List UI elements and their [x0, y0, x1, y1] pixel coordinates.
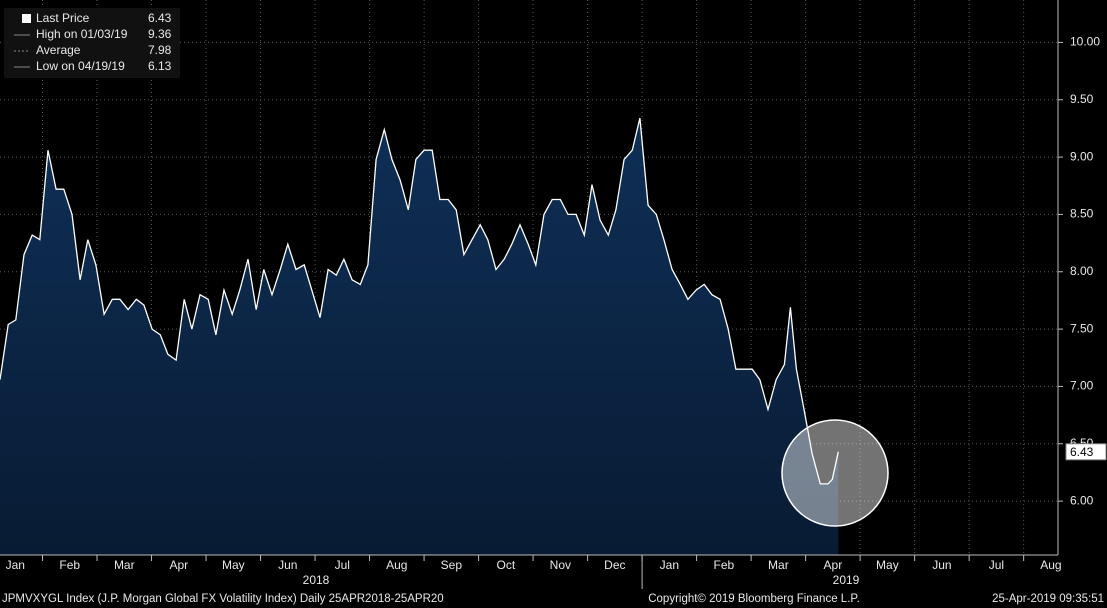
- y-tick-label: 7.50: [1070, 321, 1094, 335]
- legend-value: 6.13: [148, 59, 172, 73]
- last-price-tag: [1065, 443, 1107, 461]
- x-tick-label: Jan: [6, 558, 25, 572]
- legend-box: [4, 8, 180, 78]
- footer-center: Copyright© 2019 Bloomberg Finance L.P.: [648, 593, 860, 605]
- legend-label: Low on 04/19/19: [36, 59, 125, 73]
- price-line: [0, 117, 839, 485]
- x-tick-label: Mar: [768, 558, 789, 572]
- y-tick-label: 8.00: [1070, 264, 1094, 278]
- year-label: 2019: [833, 573, 860, 587]
- legend-value: 7.98: [148, 43, 172, 57]
- x-tick-label: Apr: [169, 558, 188, 572]
- x-tick-label: Jun: [932, 558, 951, 572]
- x-tick-label: Jul: [335, 558, 350, 572]
- y-tick-label: 8.50: [1070, 207, 1094, 221]
- x-tick-label: Sep: [441, 558, 463, 572]
- y-tick-label: 9.00: [1070, 149, 1094, 163]
- x-tick-label: Jun: [278, 558, 297, 572]
- legend-label: Last Price: [36, 11, 90, 25]
- x-tick-label: Dec: [604, 558, 625, 572]
- legend-swatch: [22, 14, 31, 23]
- year-label: 2018: [303, 573, 330, 587]
- x-tick-label: Jul: [989, 558, 1004, 572]
- legend-value: 9.36: [148, 27, 172, 41]
- footer-right: 25-Apr-2019 09:35:51: [992, 593, 1104, 605]
- x-tick-label: Oct: [496, 558, 515, 572]
- footer-left: JPMVXYGL Index (J.P. Morgan Global FX Vo…: [2, 593, 444, 605]
- legend-label: Average: [36, 43, 81, 57]
- x-tick-label: Apr: [824, 558, 843, 572]
- data-layer: [0, 117, 839, 555]
- x-tick-label: Aug: [1040, 558, 1061, 572]
- x-tick-label: May: [222, 558, 245, 572]
- x-tick-label: May: [876, 558, 899, 572]
- y-tick-label: 7.00: [1070, 379, 1094, 393]
- x-tick-label: Feb: [59, 558, 80, 572]
- legend-value: 6.43: [148, 11, 172, 25]
- area-fill: [0, 118, 839, 555]
- highlight-circle: [781, 419, 889, 527]
- x-tick-label: Jan: [660, 558, 679, 572]
- x-tick-label: Aug: [386, 558, 407, 572]
- legend-label: High on 01/03/19: [36, 27, 128, 41]
- axis-layer: 6.006.507.007.508.008.509.009.5010.00Jan…: [0, 0, 1107, 589]
- y-tick-label: 6.00: [1070, 493, 1094, 507]
- legend-layer: Last Price 6.43 High on 01/03/19 9.36 Averag…: [14, 11, 172, 73]
- last-price-tag-label: 6.43: [1070, 445, 1094, 459]
- x-tick-label: Mar: [114, 558, 135, 572]
- x-tick-label: Nov: [550, 558, 571, 572]
- x-tick-label: Feb: [714, 558, 735, 572]
- y-tick-label: 10.00: [1070, 35, 1100, 49]
- y-tick-label: 9.50: [1070, 92, 1094, 106]
